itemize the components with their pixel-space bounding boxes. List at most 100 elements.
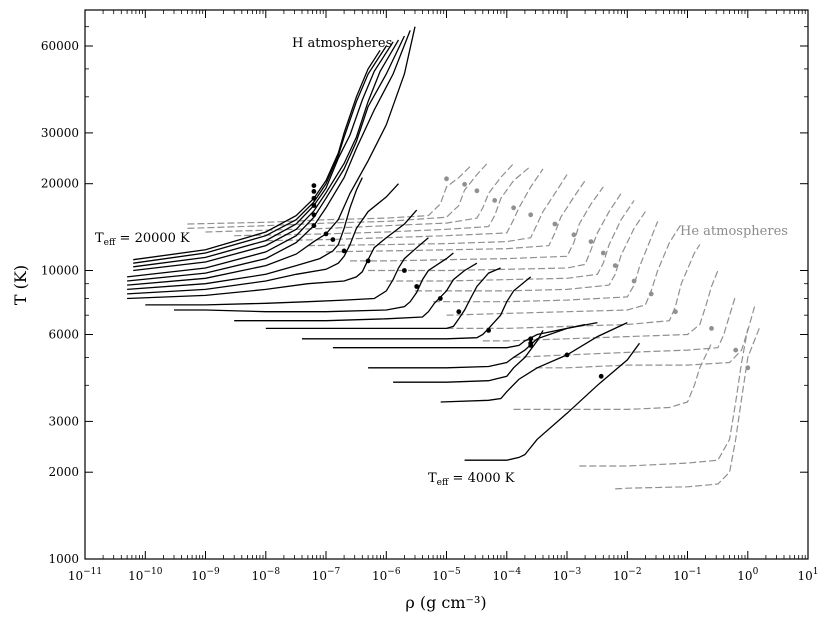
he-curve xyxy=(265,168,544,242)
annotation-teff-4000: Teff = 4000 K xyxy=(428,471,515,488)
h-curve xyxy=(127,35,405,278)
y-tick-label: 3000 xyxy=(48,414,79,428)
h-curve-marker xyxy=(311,212,317,218)
h-curve-marker xyxy=(311,189,317,194)
he-curve-marker xyxy=(528,212,534,218)
h-curve xyxy=(133,39,400,272)
h-curve xyxy=(174,252,454,313)
h-curve-marker xyxy=(311,195,317,201)
y-tick-label: 20000 xyxy=(41,177,79,191)
annotation-he-atmospheres: He atmospheres xyxy=(680,224,788,239)
h-curve xyxy=(127,26,416,286)
x-tick-label: 100 xyxy=(737,567,758,583)
he-curve-marker xyxy=(631,278,637,284)
h-curve-marker xyxy=(341,248,347,254)
x-tick-label: 10−3 xyxy=(553,567,582,583)
h-curve xyxy=(127,209,418,300)
h-curve-marker xyxy=(564,352,570,358)
he-curve-marker xyxy=(462,181,467,187)
x-tick-label: 10−8 xyxy=(252,567,281,583)
he-curve xyxy=(187,165,471,225)
h-curve xyxy=(464,342,641,461)
y-axis-title: T (K) xyxy=(11,265,30,305)
h-curve xyxy=(133,45,387,264)
he-curve xyxy=(187,161,490,229)
h-curve-marker xyxy=(528,336,534,342)
h-curve-marker xyxy=(598,373,604,379)
y-tick-label: 30000 xyxy=(41,126,79,140)
annotation-h-atmospheres: H atmospheres xyxy=(292,36,392,51)
he-curve-marker xyxy=(612,263,618,268)
he-curve-marker xyxy=(673,309,678,315)
h-curve xyxy=(440,322,628,403)
he-curve xyxy=(325,180,586,253)
y-tick-label: 6000 xyxy=(48,328,79,342)
he-curve xyxy=(433,221,659,303)
he-curve-marker xyxy=(511,205,516,211)
y-tick-label: 60000 xyxy=(41,39,79,53)
x-tick-label: 10−1 xyxy=(673,567,702,583)
h-atmosphere-curves xyxy=(127,26,641,461)
he-curve xyxy=(615,326,761,490)
h-curve xyxy=(302,276,532,340)
plot-frame xyxy=(84,9,809,560)
he-curve xyxy=(535,306,756,369)
x-tick-label: 10−7 xyxy=(312,567,341,583)
x-tick-label: 101 xyxy=(797,567,818,583)
he-curve-marker xyxy=(600,250,606,256)
x-tick-label: 10−10 xyxy=(128,567,163,583)
h-curve-marker xyxy=(528,343,534,348)
he-curve xyxy=(415,211,646,292)
he-curve-marker xyxy=(571,232,577,238)
h-curve-marker xyxy=(323,231,329,237)
x-tick-label: 10−6 xyxy=(372,567,401,583)
h-curve-marker xyxy=(486,328,491,333)
y-tick-label: 1000 xyxy=(48,552,79,566)
h-curve-marker xyxy=(311,183,317,189)
h-curve-marker xyxy=(311,223,317,229)
h-curve xyxy=(332,321,598,349)
h-curve xyxy=(127,30,411,282)
he-curve xyxy=(513,342,713,410)
he-curve-marker xyxy=(733,347,739,353)
h-curve xyxy=(265,267,501,330)
he-atmosphere-curves xyxy=(187,161,761,490)
h-curve-marker xyxy=(456,309,462,315)
he-curve xyxy=(350,186,604,262)
he-curve xyxy=(579,328,749,467)
h-curve xyxy=(127,177,363,291)
he-curve-marker xyxy=(648,291,654,297)
he-curve-marker xyxy=(552,221,558,227)
h-curve xyxy=(133,49,381,261)
h-curve xyxy=(127,183,399,295)
he-curve-marker xyxy=(709,326,714,331)
he-curve xyxy=(513,295,737,358)
x-tick-label: 10−5 xyxy=(432,567,461,583)
he-curve-marker xyxy=(474,188,480,194)
he-curve-marker xyxy=(492,198,498,203)
annotation-teff-20000: Teff = 20000 K xyxy=(95,231,190,248)
y-tick-label: 10000 xyxy=(41,264,79,278)
h-curve xyxy=(393,330,544,383)
he-curve-marker xyxy=(444,176,449,182)
he-curve xyxy=(446,223,682,316)
h-curve-marker xyxy=(365,258,371,264)
he-curve xyxy=(234,165,532,237)
h-curve-marker xyxy=(402,268,407,273)
x-tick-label: 10−11 xyxy=(68,567,102,583)
plot-background xyxy=(85,10,808,559)
x-tick-label: 10−9 xyxy=(191,567,220,583)
h-curve xyxy=(234,262,478,322)
h-curve-marker xyxy=(311,203,317,208)
h-curve xyxy=(368,323,586,369)
x-axis-title: ρ (g cm⁻³) xyxy=(405,593,486,612)
he-curve xyxy=(307,174,568,247)
h-curve-marker xyxy=(437,296,443,301)
y-tick-label: 2000 xyxy=(48,465,79,479)
h-curve xyxy=(145,237,429,306)
he-curve xyxy=(446,244,701,329)
h-curve-marker xyxy=(330,237,336,243)
x-tick-label: 10−2 xyxy=(613,567,642,583)
h-curve xyxy=(133,41,394,268)
